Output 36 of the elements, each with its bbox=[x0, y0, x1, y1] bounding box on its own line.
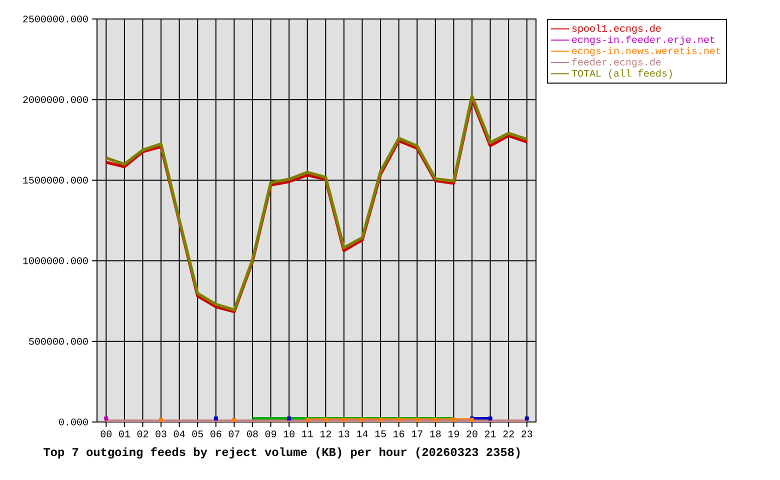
y-tick-label: 2000000.000 bbox=[23, 96, 88, 103]
legend-label: feeder.ecngs.de bbox=[572, 58, 661, 68]
legend-label: ecngs-in.feeder.erje.net bbox=[572, 36, 714, 46]
y-tick-label: 500000.000 bbox=[29, 338, 88, 345]
x-tick-label: 06 bbox=[210, 430, 222, 438]
x-tick-label: 18 bbox=[430, 430, 441, 438]
x-tick-label: 03 bbox=[156, 430, 166, 438]
x-tick-label: 04 bbox=[174, 430, 185, 438]
x-tick-label: 15 bbox=[375, 430, 386, 438]
x-tick-label: 21 bbox=[484, 430, 496, 438]
x-tick-label: 13 bbox=[338, 430, 350, 438]
legend-label: ecngs-in.news.weretis.net bbox=[572, 46, 720, 56]
x-tick-label: 16 bbox=[394, 430, 404, 438]
y-tick-label: 1000000.000 bbox=[23, 257, 88, 264]
x-tick-label: 12 bbox=[320, 430, 331, 438]
x-tick-label: 02 bbox=[137, 430, 148, 438]
x-tick-label: 22 bbox=[503, 430, 514, 438]
x-tick-label: 19 bbox=[448, 430, 460, 438]
y-tick-label: 0.000 bbox=[59, 418, 88, 426]
x-tick-label: 14 bbox=[356, 430, 368, 438]
x-tick-label: 01 bbox=[119, 430, 130, 438]
x-tick-label: 17 bbox=[412, 430, 422, 438]
x-tick-label: 09 bbox=[265, 430, 276, 438]
x-tick-label: 00 bbox=[100, 430, 112, 438]
text: Top 7 outgoing feeds by reject volume (KB) per hour (20260323 2358) bbox=[44, 447, 520, 459]
x-tick-label: 08 bbox=[247, 430, 258, 438]
legend-label: spool1.ecngs.de bbox=[572, 24, 661, 34]
y-tick-label: 1500000.000 bbox=[23, 176, 88, 184]
legend-label: TOTAL (all feeds) bbox=[572, 69, 672, 79]
x-tick-label: 20 bbox=[466, 430, 478, 438]
x-tick-label: 10 bbox=[284, 430, 294, 438]
x-tick-label: 11 bbox=[302, 430, 313, 438]
x-tick-label: 05 bbox=[192, 430, 203, 438]
x-tick-label: 23 bbox=[522, 430, 532, 438]
y-tick-label: 2500000.000 bbox=[23, 16, 88, 22]
x-tick-label: 07 bbox=[228, 430, 240, 438]
